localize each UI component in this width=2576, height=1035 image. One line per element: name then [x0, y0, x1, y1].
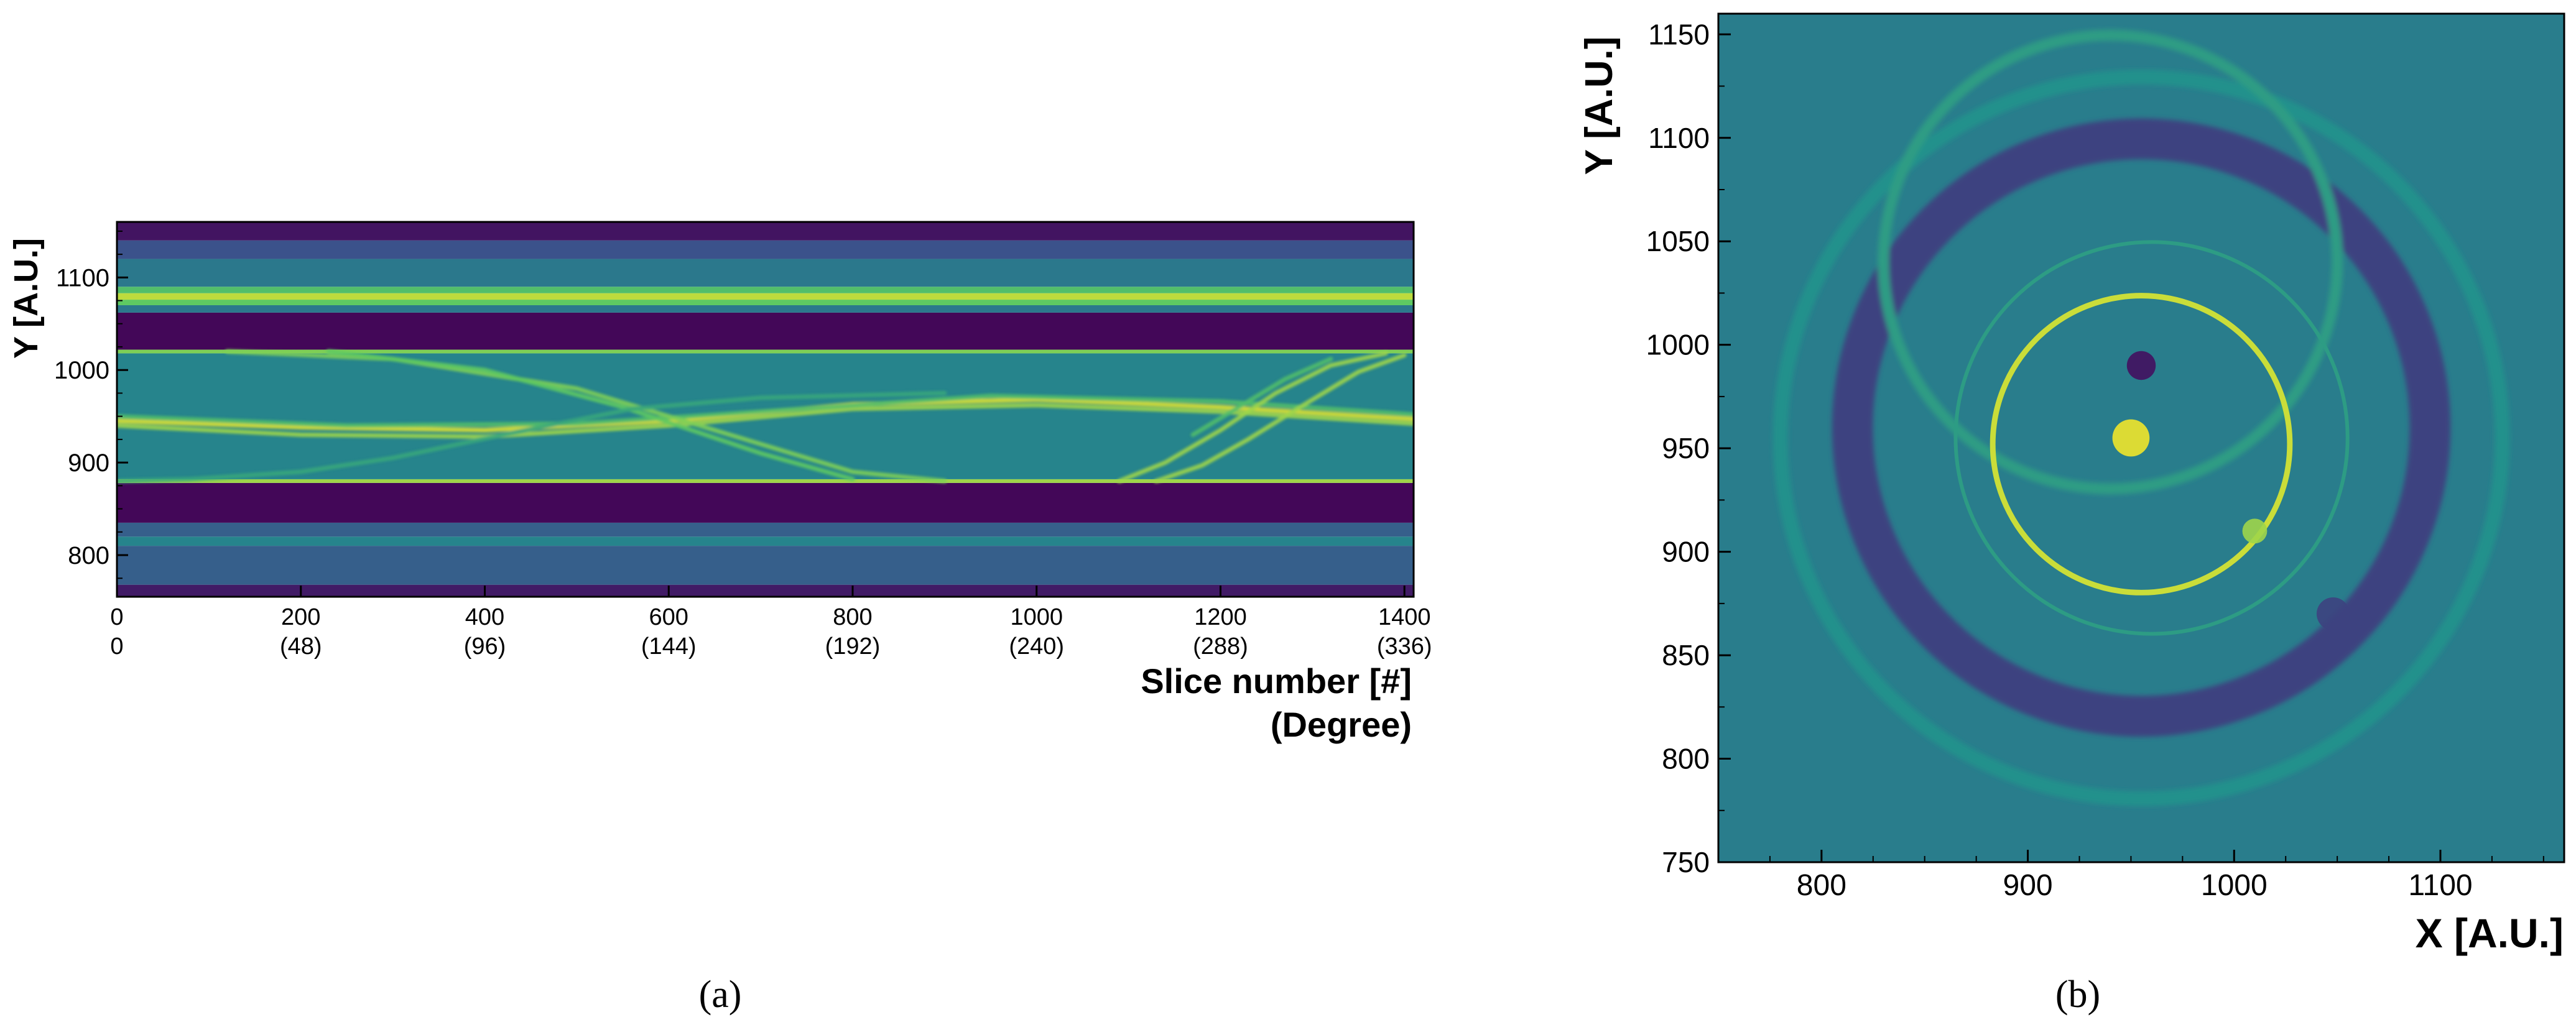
sinogram-trace-7	[1154, 352, 1407, 484]
reconstruction-ring-4	[1878, 29, 2343, 495]
panel-a-y-tick-label: 1000	[54, 357, 109, 384]
panel-a-x-tick-label: 1000	[1010, 604, 1063, 630]
sinogram-traces	[117, 349, 1414, 484]
sinogram-trace-5	[117, 390, 947, 484]
sinogram-band-3	[117, 522, 1414, 537]
panel-b-y-tick-label: 750	[1662, 846, 1710, 878]
sinogram-band-4	[117, 482, 1414, 523]
reconstruction-ring-2	[1953, 240, 2350, 636]
sinogram-band-14	[117, 240, 1414, 259]
panel-a-x-axis-label-degree: (Degree)	[1271, 705, 1412, 744]
panel-a-x-tick-label: 400	[465, 604, 504, 630]
sinogram-trace-2	[117, 393, 1414, 428]
panel-a-x-tick-label-degree: (96)	[464, 633, 506, 660]
panel-a-y-axis-label: Y [A.U.]	[7, 238, 45, 359]
sinogram-band-5	[117, 479, 1414, 483]
panel-a-x-ticks: 0 0 200 (48) 400 (96) 600 (144) 800 (192) 1000 (240…	[110, 586, 1432, 660]
panel-a-y-tick-label: 800	[68, 542, 109, 569]
reconstruction-rings	[1772, 29, 2510, 806]
panel-b-caption: (b)	[2055, 973, 2100, 1016]
sinogram-band-2	[117, 536, 1414, 546]
sinogram-trace-6	[1117, 351, 1389, 484]
sinogram-band-8	[117, 312, 1414, 350]
panel-b-y-tick-label: 800	[1662, 743, 1710, 775]
panel-b-frame	[1717, 12, 2565, 863]
reconstruction-blob-3	[2242, 518, 2268, 544]
panel-a-x-tick-label: 600	[649, 604, 688, 630]
panel-a-x-tick-label: 0	[110, 604, 123, 630]
sinogram-band-11	[117, 293, 1414, 300]
sinogram-trace-1	[117, 403, 1414, 439]
panel-a-x-tick-label-degree: (144)	[641, 633, 697, 660]
reconstruction-sharp-features	[1953, 240, 2350, 636]
sinogram-band-7	[117, 349, 1414, 354]
sinogram-trace-4	[326, 349, 855, 482]
panel-b-y-tick-label: 1150	[1648, 18, 1710, 50]
sinogram-band-10	[117, 300, 1414, 305]
sinogram-band-12	[117, 287, 1414, 293]
panel-b-x-axis-label: X [A.U.]	[2416, 910, 2564, 956]
panel-a-x-tick-label: 800	[833, 604, 872, 630]
reconstruction-ring-3	[1990, 293, 2293, 596]
panel-a-sinogram: 0 0 200 (48) 400 (96) 600 (144) 800 (192) 1000 (240…	[7, 221, 1432, 1016]
panel-a-y-tick-label: 1100	[56, 264, 109, 292]
panel-b-y-tick-label: 850	[1662, 639, 1710, 671]
sinogram-trace-8	[1190, 356, 1333, 437]
panel-a-x-tick-label-degree: 0	[110, 633, 123, 660]
panel-a-x-tick-label-degree: (192)	[825, 633, 881, 660]
reconstruction-blob-1	[2126, 351, 2156, 380]
sinogram-band-1	[117, 546, 1414, 585]
sinogram-band-9	[117, 305, 1414, 313]
panel-a-x-axis-label: Slice number [#]	[1141, 661, 1412, 701]
panel-b-y-tick-label: 1100	[1648, 122, 1710, 154]
panel-a-x-tick-label-degree: (48)	[280, 633, 322, 660]
sinogram-band-0	[117, 584, 1414, 597]
panel-b-y-axis-label: Y [A.U.]	[1578, 37, 1621, 175]
panel-b-x-tick-label: 900	[2003, 869, 2053, 902]
panel-b-y-tick-label: 900	[1662, 536, 1710, 568]
panel-b-x-tick-label: 1100	[2408, 869, 2472, 902]
reconstruction-blob-0	[2112, 419, 2150, 457]
panel-b-x-ticks: 800 900 1000 1100	[1769, 850, 2544, 902]
sinogram-band-15	[117, 222, 1414, 241]
panel-a-caption: (a)	[699, 973, 742, 1016]
panel-a-x-tick-label-degree: (336)	[1377, 633, 1432, 660]
panel-b-y-ticks: 750 800 850 900 950 1000 1050 1100 1150	[1646, 18, 1731, 878]
reconstruction-ring-0	[1772, 70, 2510, 806]
reconstruction-ring-1	[1832, 118, 2451, 737]
panel-a-x-tick-label: 1200	[1194, 604, 1247, 630]
panel-a-y-ticks: 800 900 1000 1100	[54, 230, 128, 579]
panel-a-y-tick-label: 900	[68, 449, 109, 477]
panel-b-y-tick-label: 1000	[1646, 329, 1710, 361]
panel-a-x-tick-label: 1400	[1378, 604, 1431, 630]
panel-b-y-tick-label: 950	[1662, 432, 1710, 464]
sinogram-band-13	[117, 259, 1414, 287]
panel-a-x-tick-label: 200	[281, 604, 320, 630]
panel-a-x-tick-label-degree: (288)	[1193, 633, 1248, 660]
panel-b-y-tick-label: 1050	[1646, 225, 1710, 257]
panel-a-frame	[116, 221, 1415, 598]
panel-b-x-tick-label: 1000	[2201, 869, 2268, 902]
panel-a-x-tick-label-degree: (240)	[1009, 633, 1064, 660]
reconstruction-blob-2	[2316, 597, 2350, 631]
panel-b-x-tick-label: 800	[1797, 869, 1846, 902]
panel-b-reconstruction: 800 900 1000 1100 750 800 850 900 950 1000 1050 11…	[1578, 12, 2565, 1016]
